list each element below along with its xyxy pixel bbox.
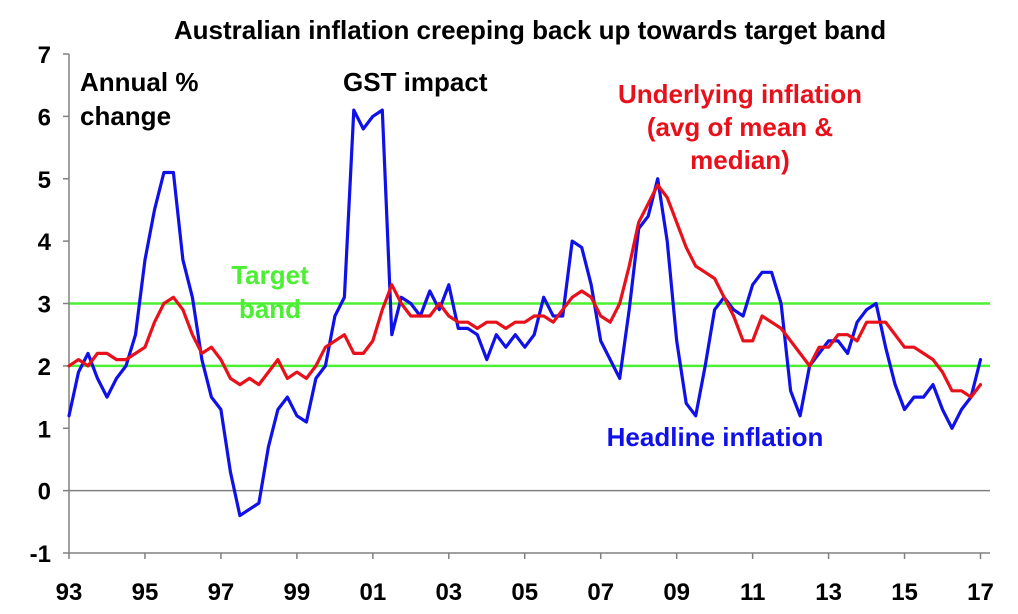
y-tick-label: 2	[38, 354, 51, 381]
y-tick-label: 0	[38, 479, 51, 506]
chart-title: Australian inflation creeping back up to…	[174, 15, 886, 45]
underlying-label-line-1: Underlying inflation	[618, 79, 862, 109]
y-tick-label: 3	[38, 292, 51, 319]
y-tick-label: 1	[38, 416, 51, 443]
x-tick-label: 15	[891, 579, 918, 606]
axes	[63, 53, 990, 559]
x-tick-label: 01	[359, 579, 386, 606]
underlying-label-line-2: (avg of mean &	[647, 112, 833, 142]
x-tick-label: 05	[511, 579, 538, 606]
target-band-label-line-2: band	[239, 294, 301, 324]
x-tick-label: 13	[815, 579, 842, 606]
x-tick-label: 97	[208, 579, 235, 606]
x-tick-label: 03	[435, 579, 462, 606]
y-axis-label-line-1: Annual %	[80, 67, 198, 97]
y-tick-label: 5	[38, 167, 51, 194]
y-tick-label: 7	[38, 42, 51, 69]
target-band-label-line-1: Target	[231, 260, 309, 290]
series-lines	[67, 108, 983, 518]
y-tick-label: 6	[38, 104, 51, 131]
x-tick-label: 11	[740, 579, 765, 606]
x-tick-label: 07	[587, 579, 614, 606]
underlying-label-line-3: median)	[690, 145, 790, 175]
y-axis-label-line-2: change	[80, 101, 171, 131]
y-tick-label: 4	[38, 229, 52, 256]
headline-inflation-line	[67, 108, 983, 518]
reference-lines	[69, 302, 990, 492]
underlying-inflation-line	[67, 183, 983, 399]
x-tick-label: 93	[56, 579, 83, 606]
x-tick-label: 95	[132, 579, 159, 606]
gst-impact-annotation: GST impact	[343, 67, 488, 97]
x-tick-label: 09	[663, 579, 690, 606]
x-tick-label: 17	[967, 579, 994, 606]
x-tick-label: 99	[284, 579, 311, 606]
y-tick-label: -1	[30, 541, 51, 568]
headline-inflation-label: Headline inflation	[607, 422, 824, 452]
